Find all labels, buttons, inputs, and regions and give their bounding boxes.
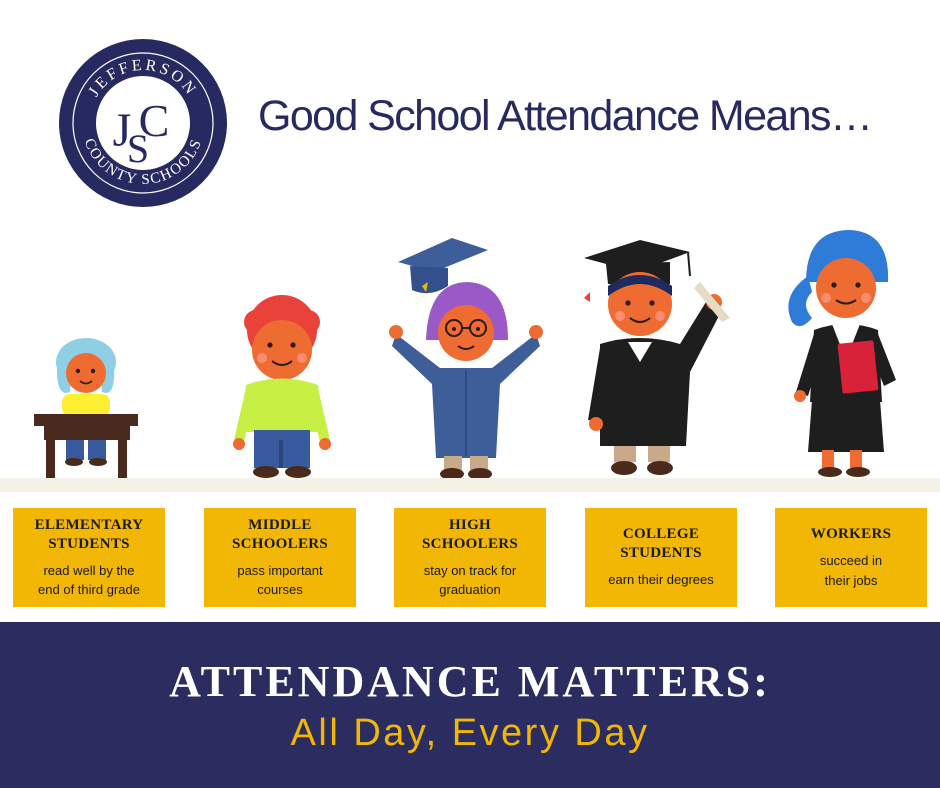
elementary-student-illustration xyxy=(34,338,138,480)
stage-description: succeed in their jobs xyxy=(820,551,882,590)
stage-desc-line: courses xyxy=(257,582,303,597)
jcs-logo: JEFFERSON COUNTY SCHOOLS J C S xyxy=(59,39,227,207)
stage-title-line: STUDENTS xyxy=(48,535,130,552)
stage-card-high: HIGH SCHOOLERS stay on track for graduat… xyxy=(394,508,546,607)
banner-subtitle: All Day, Every Day xyxy=(290,712,650,754)
stage-title: WORKERS xyxy=(811,525,891,544)
stage-title-line: ELEMENTARY xyxy=(34,516,144,533)
stage-desc-line: pass important xyxy=(237,562,323,578)
stage-title-line: WORKERS xyxy=(810,526,892,542)
middle-schooler-illustration xyxy=(233,295,331,478)
college-student-illustration xyxy=(584,240,730,475)
stage-description: earn their degrees xyxy=(608,570,714,590)
stage-desc-line: stay on track for xyxy=(423,562,517,578)
stage-cards: ELEMENTARY STUDENTS read well by the end… xyxy=(0,508,940,608)
high-schooler-illustration xyxy=(389,238,543,480)
stage-desc-line: earn their degrees xyxy=(608,572,714,588)
stage-title: COLLEGE STUDENTS xyxy=(620,525,702,563)
stage-desc-line: graduation xyxy=(439,582,501,597)
stage-card-college: COLLEGE STUDENTS earn their degrees xyxy=(585,508,737,607)
stage-title-line: COLLEGE xyxy=(622,526,700,543)
stage-desc-line: their jobs xyxy=(824,572,878,588)
stage-title: MIDDLE SCHOOLERS xyxy=(232,516,328,554)
stage-title-line: MIDDLE xyxy=(248,516,312,533)
attendance-banner: ATTENDANCE MATTERS: All Day, Every Day xyxy=(0,622,940,788)
stage-card-elementary: ELEMENTARY STUDENTS read well by the end… xyxy=(13,508,165,607)
stage-card-workers: WORKERS succeed in their jobs xyxy=(775,508,927,607)
logo-letter-j: J xyxy=(113,104,132,157)
stage-title: HIGH SCHOOLERS xyxy=(422,516,518,554)
logo-letter-c: C xyxy=(139,95,170,146)
ground-strip xyxy=(0,478,940,492)
stage-desc-line: end of third grade xyxy=(38,582,140,597)
stage-title-line: SCHOOLERS xyxy=(421,535,519,552)
logo-letter-s: S xyxy=(127,126,149,171)
stage-description: pass important courses xyxy=(237,561,322,600)
worker-illustration xyxy=(788,230,896,477)
banner-title: ATTENDANCE MATTERS: xyxy=(169,657,771,706)
stage-desc-line: read well by the xyxy=(43,562,135,578)
stage-description: read well by the end of third grade xyxy=(38,561,140,600)
stage-title-line: STUDENTS xyxy=(620,545,702,562)
stage-desc-line: succeed in xyxy=(819,553,883,568)
stage-title-line: SCHOOLERS xyxy=(231,535,329,552)
students-illustration xyxy=(34,230,896,480)
stage-title-line: HIGH xyxy=(448,516,492,533)
stage-description: stay on track for graduation xyxy=(424,561,516,600)
stage-card-middle: MIDDLE SCHOOLERS pass important courses xyxy=(204,508,356,607)
page-title: Good School Attendance Means… xyxy=(258,92,873,140)
stage-title: ELEMENTARY STUDENTS xyxy=(35,516,144,554)
